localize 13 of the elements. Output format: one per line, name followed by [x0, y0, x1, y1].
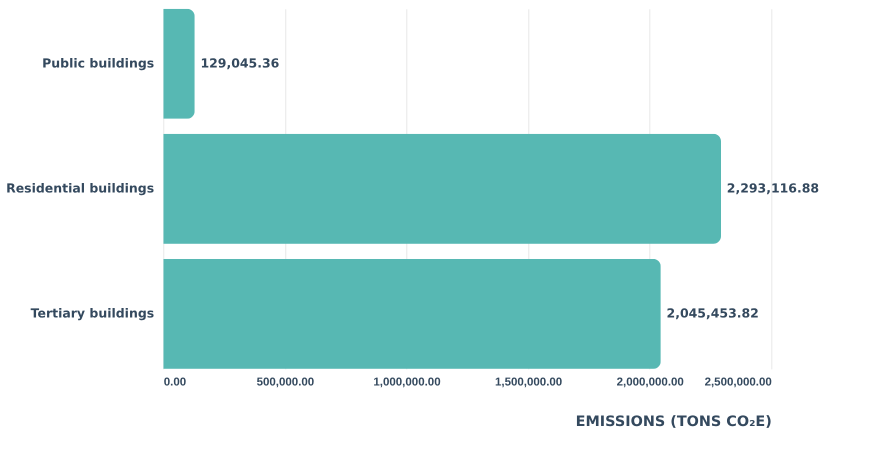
data-label: 2,293,116.88 — [726, 180, 820, 196]
x-tick-label: 0.00 — [164, 376, 186, 389]
x-tick-label: 1,500,000.00 — [494, 376, 562, 389]
x-axis-title: EMISSIONS (TONS CO₂E) — [576, 414, 772, 430]
y-tick-label: Public buildings — [42, 56, 154, 71]
y-tick-label: Residential buildings — [6, 180, 154, 196]
y-tick-label: Tertiary buildings — [30, 306, 154, 321]
data-label: 2,045,453.82 — [666, 306, 759, 321]
x-tick-label: 2,500,000.00 — [704, 376, 772, 389]
x-tick-label: 1,000,000.00 — [373, 376, 441, 389]
x-tick-label: 500,000.00 — [256, 376, 314, 389]
data-label: 129,045.36 — [200, 56, 280, 71]
x-tick-label: 2,000,000.00 — [616, 376, 684, 389]
